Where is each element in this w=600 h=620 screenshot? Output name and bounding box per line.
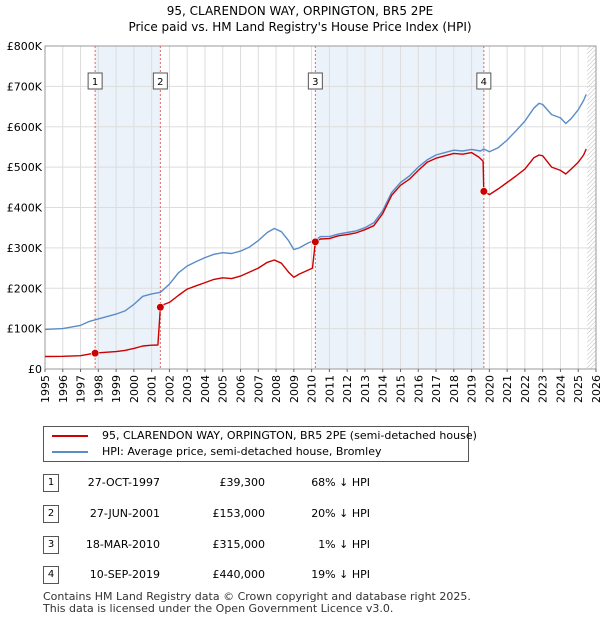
sale-number-label: 4 (481, 77, 487, 88)
x-tick-label: 2018 (448, 375, 461, 403)
x-tick-label: 1997 (75, 375, 88, 403)
sale-hpi-diff: 68% ↓ HPI (311, 476, 370, 489)
x-tick-label: 1995 (39, 375, 52, 403)
x-tick-label: 2019 (466, 375, 479, 403)
footer-licence: This data is licensed under the Open Gov… (43, 602, 394, 615)
sale-price: £315,000 (212, 538, 266, 551)
x-tick-label: 1996 (57, 375, 70, 403)
legend: 95, CLARENDON WAY, ORPINGTON, BR5 2PE (s… (43, 426, 477, 462)
x-tick-label: 2020 (483, 375, 496, 403)
sale-number-box (476, 72, 492, 90)
y-tick-label: £400K (7, 202, 43, 215)
x-tick-label: 2006 (235, 375, 248, 403)
price-chart: £0 £100K £200K £300K £400K £500K £600K £700K £80… (7, 40, 600, 403)
sale-number: 1 (43, 474, 59, 492)
footer: Contains HM Land Registry data © Crown c… (43, 591, 471, 615)
chart-subtitle: Price paid vs. HM Land Registry's House … (128, 20, 472, 34)
x-tick-label: 2011 (323, 375, 336, 403)
sale-number-label: 1 (92, 77, 98, 88)
sale-date: 27-JUN-2001 (89, 507, 160, 520)
sale-price: £39,300 (219, 476, 266, 489)
x-tick-label: 2024 (554, 375, 567, 403)
x-tick-label: 2009 (288, 375, 301, 403)
sale-number: 2 (43, 505, 59, 523)
x-tick-label: 2022 (519, 375, 532, 403)
y-tick-label: £500K (7, 161, 43, 174)
y-tick-label: £800K (7, 40, 43, 53)
sale-number: 4 (43, 566, 59, 584)
x-tick-label: 2005 (217, 375, 230, 403)
sale-number-box (307, 72, 323, 90)
x-tick-label: 2012 (341, 375, 354, 403)
x-tick-label: 2016 (412, 375, 425, 403)
sale-point (311, 237, 320, 246)
y-tick-label: £600K (7, 121, 43, 134)
y-tick-label: £700K (7, 80, 43, 93)
sale-hpi-diff: 20% ↓ HPI (311, 507, 370, 520)
hpi-line (44, 94, 587, 331)
plot-border (44, 45, 597, 370)
footer-copyright: Contains HM Land Registry data © Crown c… (43, 590, 471, 603)
sale-date: 10-SEP-2019 (89, 568, 160, 581)
hpi-line-swatch (52, 451, 88, 453)
sale-date: 27-OCT-1997 (87, 476, 160, 489)
y-tick-label: £100K (7, 323, 43, 336)
property-line-swatch (52, 435, 88, 437)
x-tick-label: 2026 (590, 375, 600, 403)
x-tick-label: 1998 (92, 375, 105, 403)
chart-title-line: 95, CLARENDON WAY, ORPINGTON, BR5 2PE (166, 4, 434, 18)
sale-hpi-diff: 19% ↓ HPI (311, 568, 370, 581)
sale-number-box (87, 72, 103, 90)
x-tick-label: 2021 (501, 375, 514, 403)
x-tick-label: 2000 (128, 375, 141, 403)
sale-row: 3 18-MAR-2010 £315,000 1% ↓ HPI (0, 536, 600, 556)
x-tick-label: 2013 (359, 375, 372, 403)
x-tick-label: 2023 (537, 375, 550, 403)
sale-row: 2 27-JUN-2001 £153,000 20% ↓ HPI (0, 505, 600, 525)
legend-label-hpi: HPI: Average price, semi-detached house,… (102, 445, 382, 458)
x-tick-label: 2004 (199, 375, 212, 403)
x-tick-label: 2017 (430, 375, 443, 403)
sale-number-label: 2 (157, 77, 163, 88)
sale-number: 3 (43, 536, 59, 554)
y-tick-label: £200K (7, 282, 43, 295)
x-tick-label: 2010 (306, 375, 319, 403)
x-tick-label: 1999 (110, 375, 123, 403)
x-tick-label: 2002 (163, 375, 176, 403)
x-tick-label: 2003 (181, 375, 194, 403)
x-tick-label: 2007 (252, 375, 265, 403)
sale-price: £153,000 (212, 507, 266, 520)
sale-number-box (152, 72, 168, 90)
sale-date: 18-MAR-2010 (85, 538, 160, 551)
x-tick-label: 2001 (146, 375, 159, 403)
sale-point (91, 349, 100, 358)
sale-hpi-diff: 1% ↓ HPI (318, 538, 370, 551)
y-tick-label: £0 (28, 363, 42, 376)
x-tick-label: 2025 (572, 375, 585, 403)
sale-row: 1 27-OCT-1997 £39,300 68% ↓ HPI (0, 474, 600, 494)
sale-number-label: 3 (312, 77, 318, 88)
sale-price: £440,000 (212, 568, 266, 581)
sale-point (156, 303, 165, 312)
x-tick-label: 2008 (270, 375, 283, 403)
sale-point (479, 187, 488, 196)
y-tick-label: £300K (7, 242, 43, 255)
legend-label-property: 95, CLARENDON WAY, ORPINGTON, BR5 2PE (s… (102, 429, 477, 442)
x-tick-label: 2015 (394, 375, 407, 403)
chart-title: 95, CLARENDON WAY, ORPINGTON, BR5 2PE Pr… (0, 3, 600, 35)
x-tick-label: 2014 (377, 375, 390, 403)
sale-row: 4 10-SEP-2019 £440,000 19% ↓ HPI (0, 566, 600, 586)
